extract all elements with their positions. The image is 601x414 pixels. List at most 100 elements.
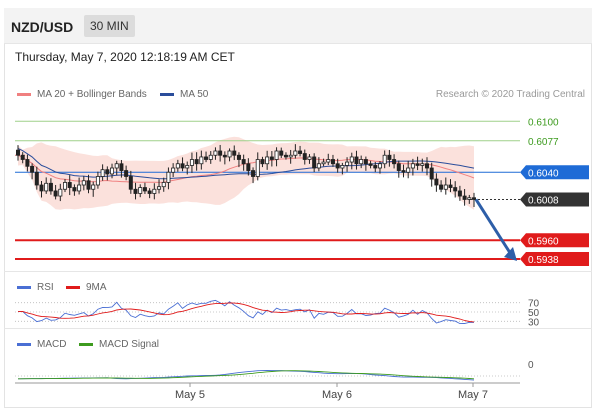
- level-label: 0.6077: [528, 137, 559, 148]
- legend-ma-bb: MA 20 + Bollinger Bands: [17, 89, 147, 100]
- candle-body: [236, 154, 241, 160]
- level-label: 0.5938: [528, 255, 559, 266]
- candle-body: [133, 188, 138, 194]
- level-box: [520, 251, 589, 266]
- candle-body: [462, 195, 467, 200]
- price-levels: [15, 120, 520, 260]
- macd-line: [17, 370, 475, 381]
- candle-body: [443, 184, 448, 190]
- ma50-label: MA 50: [180, 89, 209, 100]
- candle-body: [377, 163, 382, 169]
- candle-body: [114, 163, 119, 169]
- candle-body: [424, 163, 429, 169]
- macd-signal-swatch: [79, 343, 93, 346]
- ma50-line: [17, 148, 475, 180]
- candle-body: [471, 197, 476, 200]
- candle-body: [401, 170, 406, 173]
- candle-body: [359, 159, 364, 165]
- symbol-title: NZD/USD: [11, 19, 74, 35]
- candle-body: [67, 182, 72, 188]
- candle-body: [30, 165, 35, 173]
- candle-body: [185, 165, 190, 169]
- candle-body: [415, 163, 420, 166]
- candle-body: [161, 182, 166, 188]
- rsi-level-label: 50: [528, 308, 540, 319]
- candle-body: [204, 156, 209, 160]
- candle-body: [406, 167, 411, 173]
- candle-body: [246, 163, 251, 171]
- candle-body: [44, 182, 49, 192]
- rsi-label: RSI: [37, 282, 54, 293]
- forecast-arrow: [474, 198, 517, 261]
- candle-body: [81, 180, 86, 186]
- x-tick-label: May 7: [458, 389, 488, 401]
- candle-body: [293, 150, 298, 156]
- candle-body: [171, 167, 176, 173]
- candle-body: [218, 150, 223, 156]
- candle-body: [457, 190, 462, 197]
- candle-body: [392, 159, 397, 165]
- candle-body: [124, 170, 129, 177]
- candle-body: [241, 159, 246, 165]
- divider-main-rsi: [4, 271, 592, 272]
- candle-body: [354, 156, 359, 165]
- macd-swatch: [17, 343, 31, 346]
- candle-body: [86, 180, 91, 190]
- legend-macd-signal: MACD Signal: [79, 339, 159, 350]
- candle-body: [63, 182, 68, 190]
- candle-body: [387, 154, 392, 160]
- candle-body: [128, 176, 133, 190]
- chart-frame: [4, 8, 592, 408]
- price-level-labels: 0.6100 0.6077 0.6040 0.6008 0.5960 0.5938: [520, 117, 589, 266]
- level-box: [520, 233, 589, 248]
- x-axis: May 5 May 6 May 7: [15, 382, 520, 401]
- candle-body: [100, 169, 105, 177]
- candle-body: [189, 159, 194, 166]
- candle-body: [373, 165, 378, 169]
- candle-body: [279, 150, 284, 156]
- ma20-line: [17, 154, 475, 183]
- candle-body: [274, 150, 279, 160]
- candle-body: [453, 187, 458, 192]
- candle-body: [368, 163, 373, 166]
- candle-body: [260, 159, 265, 165]
- candle-body: [142, 187, 147, 192]
- x-tick-label: May 5: [175, 389, 205, 401]
- forecast-arrow-head: [504, 246, 517, 261]
- candle-body: [345, 161, 350, 166]
- candle-body: [213, 150, 218, 156]
- candle-body: [175, 163, 180, 169]
- legend-rsi: RSI: [17, 282, 54, 293]
- timeframe-button[interactable]: 30 MIN: [84, 15, 135, 37]
- level-label: 0.5960: [528, 236, 559, 247]
- rsi-line: [17, 299, 475, 325]
- candle-body: [439, 184, 444, 190]
- candle-body: [420, 163, 425, 166]
- candle-body: [283, 154, 288, 158]
- candle-body: [48, 182, 53, 192]
- macd-zero-label: 0: [528, 360, 534, 371]
- candle-body: [77, 184, 82, 192]
- candle-body: [199, 156, 204, 165]
- candle-body: [335, 163, 340, 169]
- candle-body: [180, 163, 185, 169]
- candle-body: [34, 171, 39, 186]
- candle-body: [467, 197, 472, 200]
- candle-body: [410, 163, 415, 169]
- macd-panel: 0: [15, 360, 534, 381]
- candle-body: [166, 171, 171, 183]
- candle-body: [255, 159, 260, 177]
- level-label: 0.6008: [528, 195, 559, 206]
- candle-body: [152, 188, 157, 194]
- rsi-level-label: 70: [528, 299, 540, 310]
- candle-body: [269, 156, 274, 160]
- rsi-level-label: 30: [528, 317, 540, 328]
- candle-body: [382, 154, 387, 165]
- candle-body: [330, 159, 335, 165]
- candle-body: [138, 187, 143, 194]
- ma-bb-label: MA 20 + Bollinger Bands: [37, 89, 147, 100]
- candle-body: [20, 154, 25, 160]
- ma-bb-swatch: [17, 93, 31, 96]
